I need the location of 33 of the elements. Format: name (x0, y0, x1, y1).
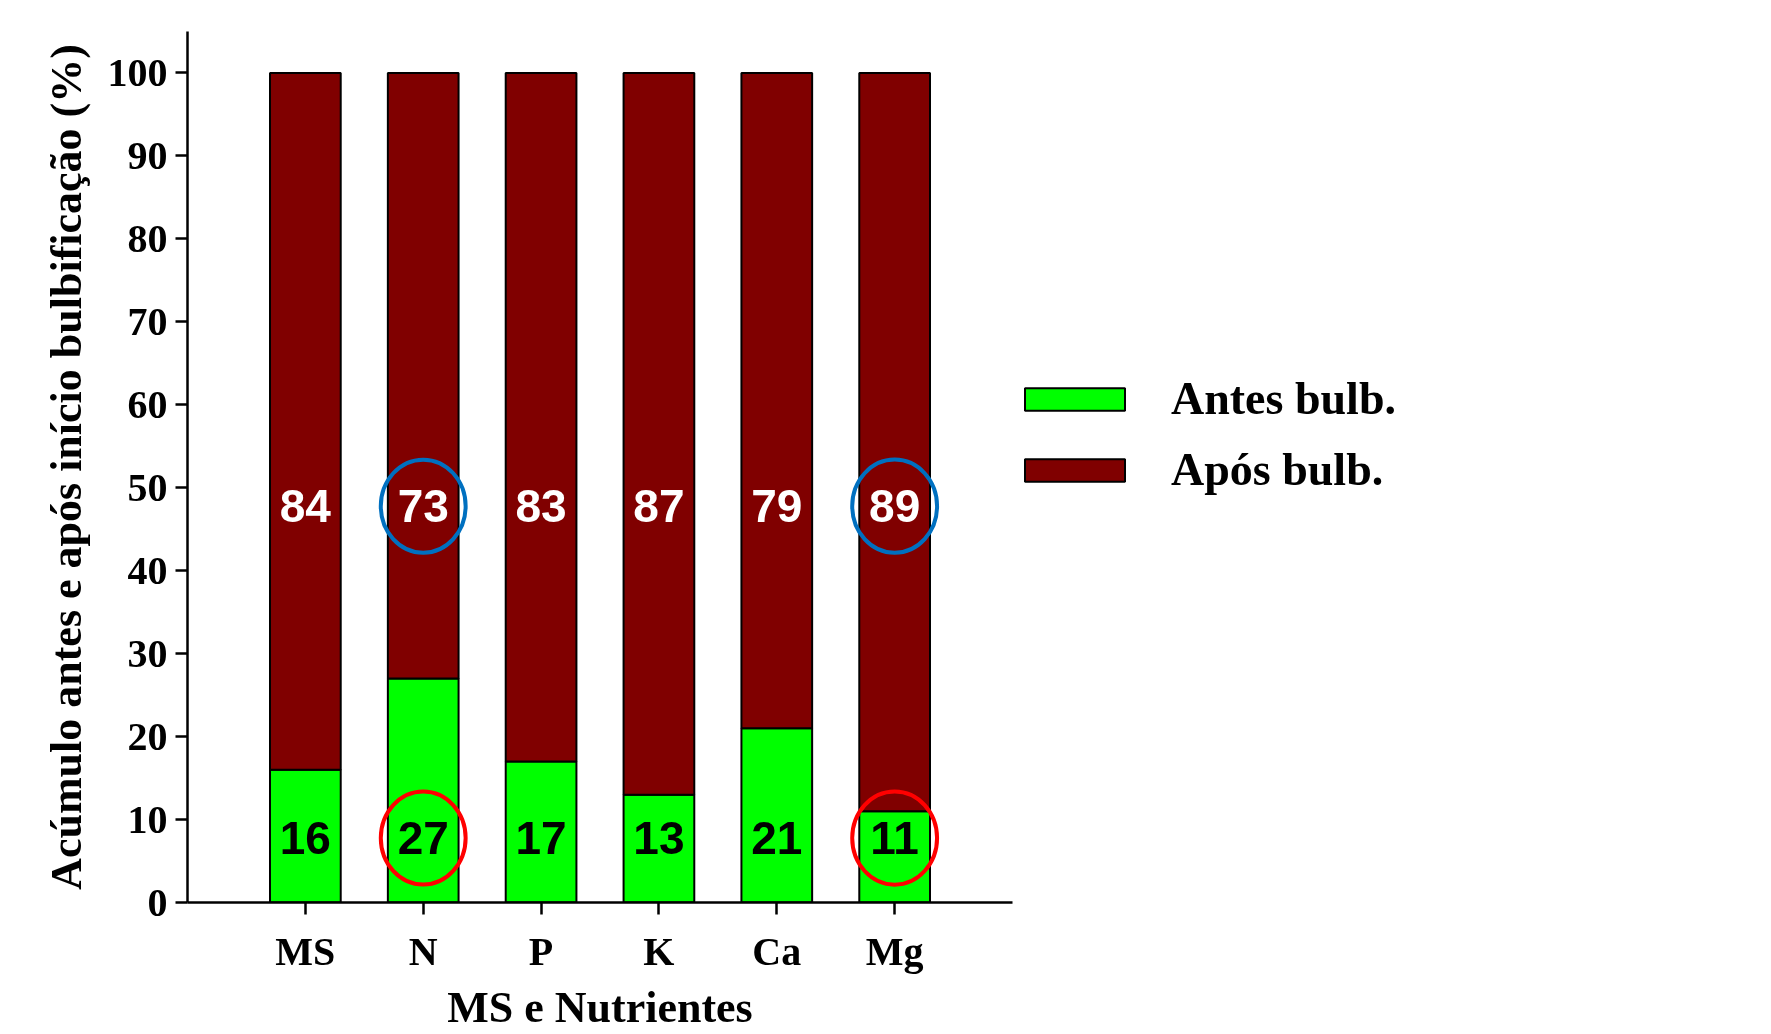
data-label: 16 (279, 812, 331, 865)
data-label: 73 (397, 480, 449, 533)
data-label: 89 (869, 480, 921, 533)
x-axis-title: MS e Nutrientes (447, 982, 753, 1032)
data-label: 17 (515, 812, 567, 865)
x-tick-label: Mg (865, 928, 924, 974)
data-label: 87 (633, 480, 685, 533)
x-tick-label: P (528, 928, 554, 974)
legend-label: Após bulb. (1171, 443, 1384, 496)
y-tick-label: 70 (127, 298, 168, 344)
data-label: 79 (751, 480, 803, 533)
data-label: 83 (515, 480, 567, 533)
y-axis-title: Acúmulo antes e após início bulbificação (%) (41, 44, 91, 890)
y-tick-label: 10 (127, 796, 168, 842)
y-tick-label: 80 (127, 215, 168, 261)
x-tick-label: K (643, 928, 675, 974)
data-label: 27 (397, 812, 449, 865)
x-tick-label: Ca (752, 928, 802, 974)
data-label: 13 (633, 812, 685, 865)
y-tick-label: 60 (127, 381, 168, 427)
data-label: 21 (751, 812, 803, 865)
legend-label: Antes bulb. (1171, 372, 1396, 425)
y-tick-label: 40 (127, 547, 168, 593)
x-tick-label: MS (275, 928, 336, 974)
y-tick-label: 50 (127, 464, 168, 510)
y-tick-label: 90 (127, 132, 168, 178)
y-tick-label: 100 (107, 49, 168, 95)
x-tick-label: N (408, 928, 438, 974)
y-tick-label: 0 (147, 879, 168, 925)
y-tick-label: 20 (127, 713, 168, 759)
y-tick-label: 30 (127, 630, 168, 676)
data-label: 11 (870, 812, 919, 865)
data-label: 84 (279, 480, 332, 533)
